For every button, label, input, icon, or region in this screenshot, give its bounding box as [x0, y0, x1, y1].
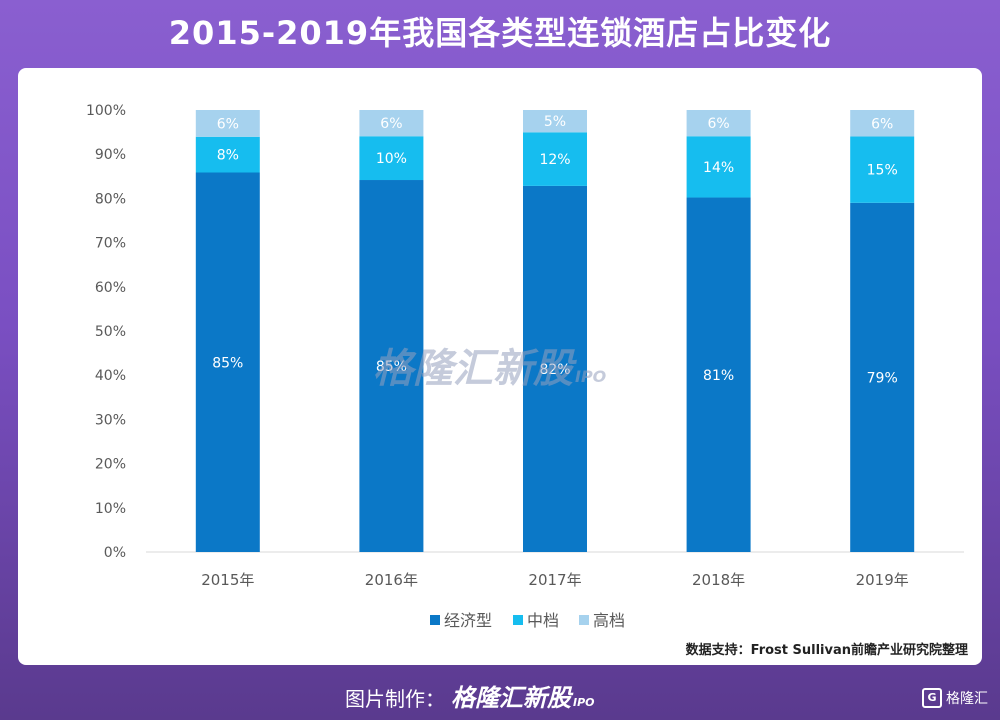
- bar-segment-mid: [359, 136, 424, 181]
- data-label: 6%: [217, 116, 239, 132]
- bar-segment-economy: [523, 185, 587, 552]
- corner-logo: G 格隆汇: [922, 688, 988, 708]
- legend-label: 高档: [593, 611, 625, 630]
- footer-brand-suffix: IPO: [573, 696, 595, 709]
- legend-label: 中档: [527, 611, 559, 630]
- x-tick-label: 2017年: [528, 571, 581, 589]
- y-tick-label: 30%: [95, 412, 126, 428]
- bar-segment-high: [523, 110, 587, 133]
- y-tick-label: 0%: [104, 545, 126, 561]
- data-label: 6%: [380, 116, 402, 132]
- data-label: 6%: [707, 116, 729, 132]
- bar-segment-mid: [850, 136, 915, 203]
- g-logo-icon: G: [922, 688, 942, 708]
- y-tick-label: 10%: [95, 501, 126, 517]
- bar-segment-mid: [523, 132, 587, 186]
- bar-segment-economy: [195, 172, 260, 552]
- data-label: 85%: [212, 355, 243, 371]
- data-label: 15%: [867, 163, 898, 179]
- data-label: 12%: [539, 152, 570, 168]
- x-tick-label: 2016年: [365, 571, 418, 589]
- bar-segment-economy: [850, 202, 915, 552]
- y-tick-label: 80%: [95, 191, 126, 207]
- legend-swatch: [430, 615, 440, 625]
- y-tick-label: 20%: [95, 457, 126, 473]
- bar-segment-economy: [686, 197, 751, 552]
- source-note: 数据支持：Frost Sullivan前瞻产业研究院整理: [685, 643, 968, 658]
- chart-card: 0% 10% 20% 30% 40% 50% 60% 70% 80% 90% 100% 85% 8% 6%…: [18, 68, 982, 665]
- x-tick-label: 2019年: [856, 571, 909, 589]
- data-label: 81%: [703, 368, 734, 384]
- bar-segment-high: [359, 110, 424, 137]
- x-tick-label: 2018年: [692, 571, 745, 589]
- data-label: 10%: [376, 151, 407, 167]
- bar-segment-high: [195, 110, 260, 137]
- data-label: 82%: [539, 362, 570, 378]
- legend-label: 经济型: [444, 611, 492, 630]
- data-label: 6%: [871, 116, 893, 132]
- footer-brand: 格隆汇新股: [451, 684, 571, 712]
- corner-logo-text: 格隆汇: [946, 691, 988, 707]
- legend-swatch: [579, 615, 589, 625]
- bar-segment-high: [850, 110, 915, 137]
- data-label: 14%: [703, 160, 734, 176]
- y-tick-label: 90%: [95, 147, 126, 163]
- footer: 图片制作： 格隆汇新股 IPO G 格隆汇: [0, 668, 1000, 720]
- legend-swatch: [513, 615, 523, 625]
- footer-label: 图片制作：: [345, 687, 445, 711]
- data-label: 5%: [544, 114, 566, 130]
- y-tick-label: 40%: [95, 368, 126, 384]
- x-tick-label: 2015年: [201, 571, 254, 589]
- chart-title: 2015-2019年我国各类型连锁酒店占比变化: [168, 14, 832, 52]
- data-label: 79%: [867, 370, 898, 386]
- stacked-bar-chart: 0% 10% 20% 30% 40% 50% 60% 70% 80% 90% 100% 85% 8% 6%…: [86, 103, 964, 630]
- y-tick-label: 100%: [86, 103, 126, 119]
- data-label: 85%: [376, 359, 407, 375]
- y-tick-label: 60%: [95, 280, 126, 296]
- data-label: 8%: [217, 148, 239, 164]
- y-tick-label: 70%: [95, 236, 126, 252]
- bar-segment-economy: [359, 180, 424, 552]
- footer-credit: 图片制作： 格隆汇新股 IPO: [345, 678, 595, 713]
- bar-segment-mid: [195, 136, 260, 173]
- bar-segment-mid: [686, 136, 751, 198]
- bar-segment-high: [686, 110, 751, 137]
- y-tick-label: 50%: [95, 324, 126, 340]
